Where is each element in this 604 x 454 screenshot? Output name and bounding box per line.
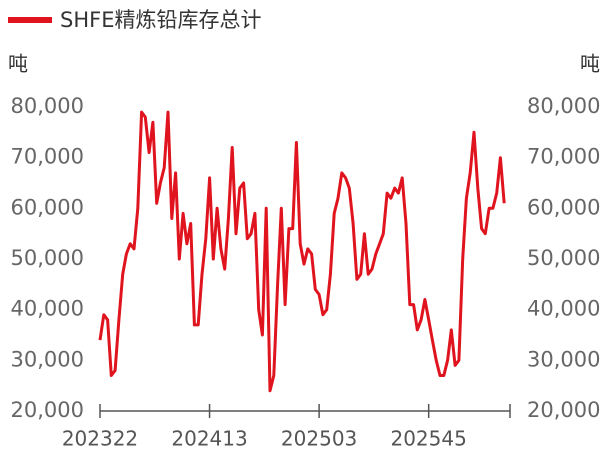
y2-tick-label: 70,000	[527, 145, 600, 169]
y2-tick-label: 50,000	[527, 246, 600, 270]
y-tick-label: 20,000	[11, 398, 84, 422]
y2-tick-label: 60,000	[527, 195, 600, 219]
y2-tick-label: 80,000	[527, 94, 600, 118]
x-tick-label: 202322	[62, 427, 138, 451]
y2-axis-label: 吨	[580, 52, 600, 76]
y2-tick-label: 40,000	[527, 297, 600, 321]
y-tick-label: 50,000	[11, 246, 84, 270]
x-tick-label: 202545	[390, 427, 466, 451]
legend-label: SHFE精炼铅库存总计	[60, 8, 261, 32]
y-tick-label: 60,000	[11, 195, 84, 219]
y-tick-label: 70,000	[11, 145, 84, 169]
y-axis-label: 吨	[8, 52, 28, 76]
y-tick-label: 40,000	[11, 297, 84, 321]
x-tick-label: 202503	[281, 427, 357, 451]
y2-tick-label: 20,000	[527, 398, 600, 422]
y-tick-label: 30,000	[11, 347, 84, 371]
line	[98, 110, 506, 393]
y-tick-label: 80,000	[11, 94, 84, 118]
y2-tick-label: 30,000	[527, 347, 600, 371]
x-tick-label: 202413	[171, 427, 247, 451]
